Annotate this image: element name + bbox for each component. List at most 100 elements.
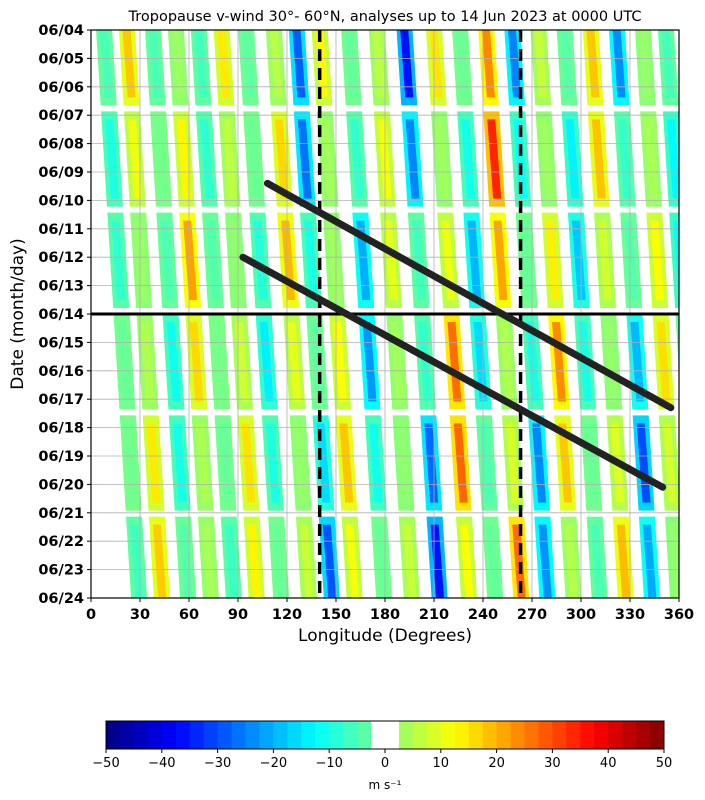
heatmap-cell-core: [564, 524, 578, 598]
colorbar-swatch: [385, 721, 400, 749]
heatmap-cell-core: [241, 30, 255, 98]
colorbar-swatch: [650, 721, 665, 749]
heatmap-cell-core: [269, 30, 283, 98]
x-tick-label: 0: [86, 607, 96, 623]
heatmap-cell-core: [612, 30, 626, 98]
colorbar-tick-label: −20: [260, 756, 287, 771]
heatmap-cell-core: [534, 30, 548, 98]
colorbar-swatch: [203, 721, 219, 749]
heatmap-cell-core: [538, 524, 552, 598]
heatmap-cell-core: [333, 322, 348, 402]
heatmap-cell-core: [508, 30, 522, 98]
y-tick-label: 06/24: [38, 591, 84, 607]
trend-line: [239, 253, 667, 491]
heatmap-cell-core: [418, 322, 432, 402]
heatmap-cell-core: [299, 524, 314, 598]
heatmap-cell-core: [350, 119, 364, 199]
heatmap-cell-core: [669, 524, 679, 598]
x-tick-label: 240: [468, 607, 498, 623]
colorbar-tick-label: 10: [433, 756, 450, 771]
heatmap-cell-core: [650, 220, 665, 300]
heatmap-cell-core: [662, 423, 677, 503]
y-tick-label: 06/23: [38, 563, 84, 579]
colorbar-swatch: [133, 721, 149, 749]
colorbar-ticks: −50 −40 −30 −20 −10 0 10 20 30 40 50: [92, 749, 672, 771]
heatmap-cell-core: [656, 322, 671, 402]
heatmap-cell-core: [345, 524, 360, 598]
heatmap-cell-core: [183, 220, 198, 300]
colorbar-swatch: [245, 721, 260, 749]
colorbar-swatch: [147, 721, 163, 749]
heatmap-cell-core: [152, 524, 167, 598]
heatmap-cell-core: [571, 220, 586, 300]
y-tick-label: 06/04: [38, 23, 84, 39]
heatmap-cell-core: [195, 423, 210, 503]
heatmap-cell-core: [122, 30, 136, 98]
colorbar-tick-label: 50: [656, 756, 673, 771]
heatmap-cell-core: [111, 220, 126, 300]
x-axis-label: Longitude (Degrees): [298, 626, 472, 646]
x-tick-label: 360: [664, 607, 694, 623]
x-tick-label: 180: [370, 607, 400, 623]
colorbar-swatch: [482, 721, 498, 749]
heatmap-cell-core: [247, 119, 262, 199]
colorbar-swatch: [343, 721, 358, 749]
heatmap-cell-core: [616, 524, 631, 598]
colorbar-tick-label: −10: [315, 756, 342, 771]
heatmap-cell-core: [591, 119, 606, 199]
heatmap-cell-core: [117, 322, 132, 402]
heatmap-cell-core: [402, 524, 417, 598]
colorbar-swatch: [189, 721, 205, 749]
colorbar-swatch: [510, 721, 525, 749]
colorbar-swatch: [329, 721, 344, 749]
heatmap-cell-core: [105, 119, 119, 199]
heatmap-cell-core: [565, 119, 580, 199]
heatmap-cell-core: [217, 30, 231, 98]
heatmap-cell-core: [297, 119, 312, 199]
heatmap-cell-core: [166, 322, 181, 402]
heatmap-cell-core: [228, 220, 243, 300]
colorbar-swatch: [357, 721, 372, 749]
heatmap-cell-core: [123, 423, 138, 503]
heatmap-cell-core: [224, 524, 239, 598]
heatmap-cell-core: [481, 30, 495, 98]
colorbar-swatch: [315, 721, 330, 749]
colorbar-swatch: [538, 721, 553, 749]
heatmap-cell-core: [396, 423, 411, 503]
heatmap-cell-core: [259, 322, 274, 402]
colorbar-swatch: [524, 721, 539, 749]
heatmap-cell-core: [146, 423, 161, 503]
x-ticks: 0 30 60 90 120 150 180 210 240 270 300 330 360: [86, 598, 694, 623]
y-tick-label: 06/06: [38, 80, 84, 96]
y-tick-label: 06/13: [38, 279, 84, 295]
heatmap-cell-core: [441, 220, 456, 300]
heatmap-band: [530, 30, 582, 598]
chart-title: Tropopause v-wind 30°- 60°N, analyses up…: [128, 9, 642, 25]
colorbar-swatch: [622, 721, 637, 749]
colorbar-tick-label: 30: [544, 756, 561, 771]
colorbar-unit-label: m s⁻¹: [369, 778, 402, 792]
y-tick-label: 06/14: [38, 307, 84, 323]
heatmap-cell-core: [512, 524, 526, 598]
heatmap-cell-core: [326, 220, 341, 300]
heatmap-cell-core: [545, 220, 560, 300]
heatmap-cell-core: [171, 30, 185, 98]
heatmap-band: [478, 30, 530, 598]
heatmap-cell-core: [247, 524, 262, 598]
colorbar-swatch: [371, 721, 386, 749]
heatmap-cell-core: [679, 322, 693, 401]
heatmap-cell: [675, 314, 679, 372]
colorbar-tick-label: −40: [148, 756, 175, 771]
colorbar-swatch: [496, 721, 512, 749]
colorbar-tick-label: −50: [92, 756, 119, 771]
heatmap-cell-core: [206, 220, 220, 300]
heatmap-band: [556, 30, 608, 598]
y-tick-label: 06/09: [38, 165, 84, 181]
colorbar-swatch: [217, 721, 233, 749]
y-tick-label: 06/21: [38, 506, 84, 522]
heatmap-cell-core: [274, 119, 289, 199]
heatmap-cell-core: [176, 119, 191, 199]
heatmap-cell: [688, 517, 705, 612]
heatmap-cell-core: [435, 119, 449, 199]
heatmap-band: [145, 30, 197, 598]
